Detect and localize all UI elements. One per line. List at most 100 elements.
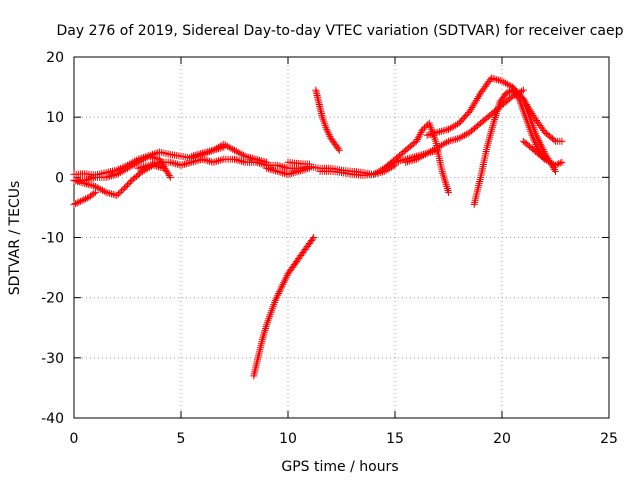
data-point-marker: [498, 77, 506, 85]
data-point-marker: [138, 163, 146, 171]
data-point-marker: [453, 135, 461, 143]
data-point-marker: [525, 104, 533, 112]
data-point-marker: [225, 143, 233, 151]
data-point-marker: [241, 152, 249, 160]
data-point-marker: [143, 162, 151, 170]
y-tick-label: -10: [41, 231, 64, 247]
data-point-marker: [99, 186, 107, 194]
data-point-marker: [107, 190, 115, 198]
data-point-marker: [295, 167, 303, 175]
data-point-marker: [157, 157, 165, 165]
data-point-marker: [266, 165, 274, 173]
data-point-marker: [276, 286, 284, 294]
data-point-marker: [421, 150, 429, 158]
series-track-8: [284, 158, 313, 168]
data-point-marker: [496, 77, 504, 85]
series-track-6: [188, 140, 271, 166]
data-point-marker: [209, 158, 217, 166]
data-point-marker: [147, 153, 155, 161]
data-point-marker: [97, 185, 105, 193]
data-point-marker: [443, 183, 451, 191]
data-point-marker: [543, 156, 551, 164]
data-point-marker: [550, 166, 558, 174]
data-point-marker: [188, 152, 196, 160]
data-point-marker: [302, 165, 310, 173]
data-point-marker: [522, 99, 530, 107]
data-point-marker: [436, 128, 444, 136]
data-point-marker: [177, 161, 185, 169]
data-point-marker: [500, 78, 508, 86]
data-point-marker: [470, 100, 478, 108]
data-point-marker: [132, 159, 140, 167]
data-point-marker: [154, 159, 162, 167]
data-point-marker: [134, 164, 142, 172]
data-point-marker: [102, 173, 110, 181]
data-point-marker: [252, 155, 260, 163]
y-tick-label: -30: [41, 351, 64, 367]
series-track-12: [380, 119, 452, 196]
data-point-marker: [428, 146, 436, 154]
data-point-marker: [519, 95, 527, 103]
data-point-marker: [213, 144, 221, 152]
data-point-marker: [446, 137, 454, 145]
data-point-marker: [490, 117, 498, 125]
data-point-marker: [555, 160, 563, 168]
data-point-marker: [486, 76, 494, 84]
data-point-marker: [548, 159, 556, 167]
data-point-marker: [335, 146, 343, 154]
data-point-marker: [503, 80, 511, 88]
data-point-marker: [281, 275, 289, 283]
data-point-marker: [120, 166, 128, 174]
data-point-marker: [231, 155, 238, 163]
data-point-marker: [121, 184, 129, 192]
y-tick-label: 0: [55, 170, 64, 186]
data-point-marker: [122, 165, 130, 173]
data-point-marker: [109, 190, 117, 198]
data-point-marker: [520, 97, 528, 105]
data-point-marker: [182, 160, 190, 168]
data-point-marker: [471, 98, 479, 106]
data-point-marker: [250, 155, 258, 163]
data-point-marker: [434, 128, 442, 136]
data-point-marker: [441, 177, 449, 185]
series-track-4: [70, 152, 174, 184]
data-point-marker: [409, 156, 417, 164]
data-point-marker: [261, 158, 269, 166]
data-point-marker: [277, 162, 285, 170]
data-point-marker: [70, 200, 78, 208]
data-point-marker: [425, 131, 433, 139]
data-point-marker: [91, 188, 99, 196]
data-point-marker: [200, 149, 208, 157]
data-point-marker: [202, 148, 210, 156]
data-point-marker: [172, 160, 180, 168]
data-point-marker: [119, 185, 127, 193]
data-point-marker: [416, 153, 424, 161]
data-point-marker: [445, 188, 452, 196]
data-point-marker: [437, 127, 445, 135]
data-point-marker: [293, 168, 301, 176]
data-point-marker: [310, 234, 318, 241]
data-point-marker: [443, 185, 451, 193]
data-point-marker: [214, 143, 222, 151]
data-point-marker: [82, 176, 90, 184]
data-point-marker: [558, 158, 566, 166]
data-point-marker: [164, 170, 172, 178]
data-point-marker: [300, 166, 308, 174]
data-point-marker: [116, 188, 124, 196]
data-point-marker: [80, 196, 88, 204]
data-point-marker: [270, 166, 278, 174]
data-point-marker: [441, 139, 449, 147]
series-track-7: [263, 164, 313, 178]
data-point-marker: [377, 166, 385, 174]
series-track-3: [70, 188, 99, 208]
x-tick-label: 0: [70, 431, 79, 447]
data-point-marker: [86, 181, 94, 189]
data-point-marker: [558, 137, 566, 145]
data-point-marker: [260, 328, 268, 336]
data-point-marker: [450, 122, 458, 130]
data-point-marker: [138, 167, 146, 175]
data-point-marker: [191, 151, 199, 159]
data-point-marker: [189, 152, 197, 160]
data-point-marker: [148, 153, 156, 161]
data-point-marker: [195, 150, 203, 158]
